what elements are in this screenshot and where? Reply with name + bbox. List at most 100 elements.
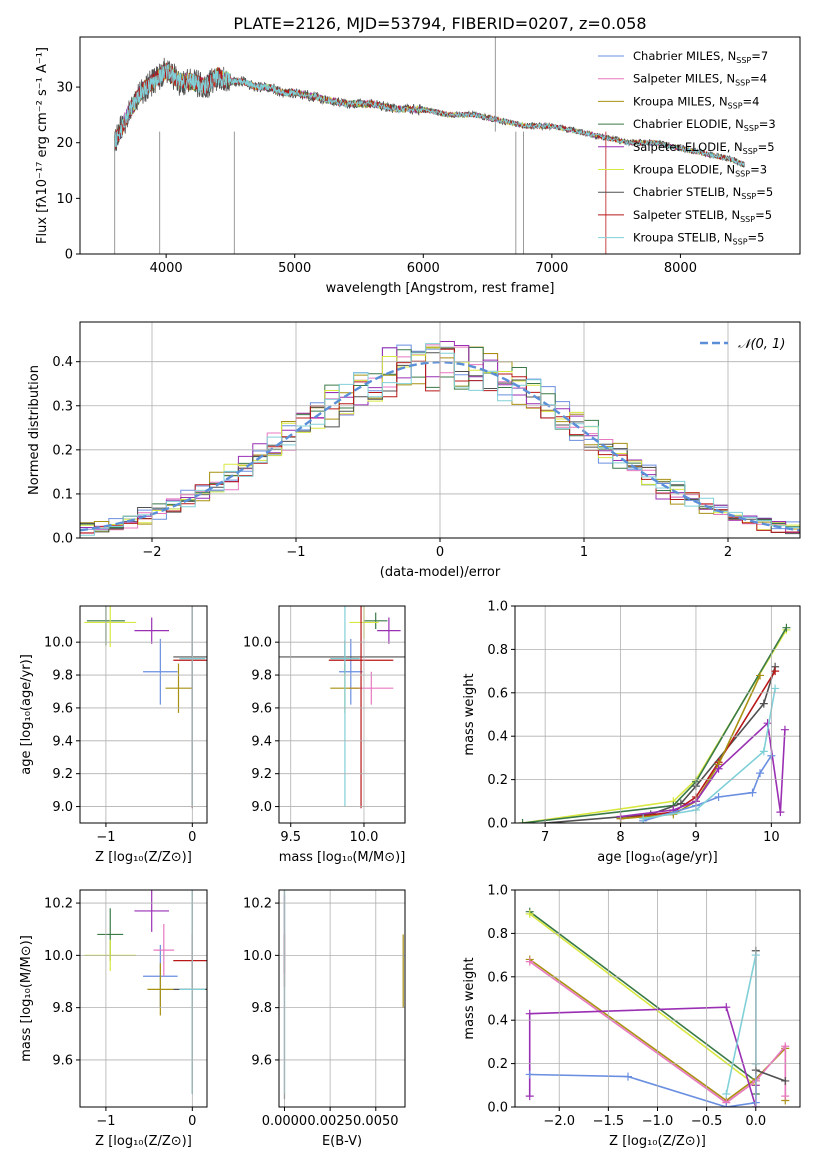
y-tick-label: 9.2 [52, 767, 73, 782]
legend-label-sub: SSP [741, 192, 756, 201]
legend-label-sub: SSP [733, 238, 748, 247]
series-line [522, 627, 788, 823]
series-marker [518, 819, 527, 823]
x-tick-label: 0 [436, 545, 444, 560]
plot-area [518, 623, 791, 823]
x-tick-label: −1 [96, 1114, 115, 1129]
series-marker [525, 957, 534, 966]
series-marker [525, 1092, 534, 1101]
y-tick-label: 0.4 [487, 730, 508, 745]
x-tick-label: 5000 [278, 261, 311, 276]
series-marker [776, 808, 785, 817]
x-tick-label: −2 [142, 545, 161, 560]
x-axis-label: Z [log₁₀(Z/Z⊙)] [609, 1134, 706, 1149]
legend-label-text: Salpeter ELODIE, N [633, 140, 743, 154]
x-tick-label: −1 [286, 545, 305, 560]
axes-frame [79, 36, 801, 255]
series-marker [722, 1089, 731, 1098]
series-marker [782, 623, 791, 632]
x-axis-label: age [log₁₀(age/yr)] [597, 850, 718, 865]
y-tick-label: 9.2 [251, 767, 272, 782]
y-tick-label: 0.4 [52, 355, 73, 370]
y-tick-label: 9.8 [52, 1001, 73, 1016]
x-tick-label: −2.0 [543, 1114, 575, 1129]
legend-label-suffix: =5 [748, 231, 765, 245]
y-tick-label: 9.8 [52, 669, 73, 684]
axes-frame [514, 605, 801, 824]
legend-label-sub: SSP [740, 215, 755, 224]
x-tick-label: 7000 [535, 261, 568, 276]
y-tick-label: 10 [56, 192, 73, 207]
x-tick-label: −1.5 [593, 1114, 625, 1129]
series-marker [781, 1042, 790, 1051]
x-tick-label: 10 [763, 830, 780, 845]
y-axis-label: mass [log₁₀(M/M⊙)] [19, 935, 34, 1062]
axes-frame [514, 889, 801, 1108]
legend-label: Kroupa ELODIE, NSSP=3 [633, 163, 767, 179]
legend-label: Chabrier ELODIE, NSSP=3 [633, 117, 776, 133]
x-tick-label: 0 [188, 1114, 196, 1129]
y-axis-label: mass weight [462, 673, 477, 755]
y-tick-label: 0.2 [52, 443, 73, 458]
x-tick-label: −1.0 [642, 1114, 674, 1129]
axes-frame [79, 321, 801, 539]
y-tick-label: 10.0 [44, 636, 73, 651]
y-tick-label: 9.0 [52, 800, 73, 815]
y-tick-label: 9.8 [251, 1001, 272, 1016]
y-tick-label: 0.1 [52, 487, 73, 502]
series-marker [525, 1009, 534, 1018]
y-tick-label: 10.2 [243, 897, 272, 912]
legend-label: Chabrier STELIB, NSSP=5 [633, 185, 773, 201]
series-marker [714, 792, 723, 801]
axes-frame [79, 889, 208, 1108]
series-marker [714, 764, 723, 773]
panel-age_vs_Z: −1 0 9.0 9.2 9.4 9.6 9.8 10.0 Z [log₁₀(Z/Z⊙)] age… [19, 605, 208, 865]
y-tick-label: 0.8 [487, 927, 508, 942]
panel-spectrum: 4000 5000 6000 7000 8000 0 10 20 30 wavelength [A… [35, 36, 801, 296]
y-tick-label: 9.6 [52, 701, 73, 716]
panel-mass_vs_EBV: 0.0000 0.0025 0.0050 9.6 9.8 10.0 10.2 E(B-V) [243, 889, 406, 1149]
legend-label-text: Kroupa MILES, N [633, 94, 728, 108]
legend-label-text: Salpeter STELIB, N [633, 208, 740, 222]
series-marker [759, 747, 768, 756]
x-tick-label: 10.0 [350, 830, 379, 845]
y-tick-label: 0.2 [487, 773, 508, 788]
series-line [545, 666, 776, 823]
legend-label-suffix: =5 [756, 185, 773, 199]
legend-label-text: Kroupa ELODIE, N [633, 163, 735, 177]
legend-label: Kroupa STELIB, NSSP=5 [633, 231, 764, 247]
series-marker [624, 1072, 633, 1081]
series-marker [759, 699, 768, 708]
y-tick-label: 9.6 [251, 701, 272, 716]
y-axis-label: age [log₁₀(age/yr)] [19, 654, 34, 775]
figure-title: PLATE=2126, MJD=53794, FIBERID=0207, z=0… [233, 14, 646, 33]
legend-label: Chabrier MILES, NSSP=7 [633, 49, 768, 65]
x-tick-label: 9 [692, 830, 700, 845]
legend-label-sub: SSP [743, 147, 758, 156]
y-tick-label: 0.0 [487, 817, 508, 832]
legend-label: Kroupa MILES, NSSP=4 [633, 94, 759, 110]
legend-label: 𝒩(0, 1) [738, 337, 785, 352]
y-tick-label: 0.8 [487, 643, 508, 658]
y-tick-label: 9.4 [52, 734, 73, 749]
x-tick-label: 0.0025 [307, 1114, 353, 1129]
y-axis-label: mass weight [462, 957, 477, 1039]
panel-mass_vs_Z: −1 0 9.6 9.8 10.0 10.2 Z [log₁₀(Z/Z⊙)] mass [lo… [19, 889, 208, 1149]
y-tick-label: 0.0 [487, 1101, 508, 1116]
y-tick-label: 0.4 [487, 1014, 508, 1029]
legend-label-suffix: =4 [743, 94, 760, 108]
series-marker [781, 1076, 790, 1085]
y-tick-label: 0.6 [487, 686, 508, 701]
plot-area [114, 37, 745, 254]
legend-label-suffix: =4 [750, 72, 767, 86]
legend-label-text: Kroupa STELIB, N [633, 231, 733, 245]
axes-frame [278, 605, 406, 824]
y-tick-label: 10.2 [44, 897, 73, 912]
spectrum-line [114, 57, 745, 168]
panel-massweight_vs_Z: −2.0 −1.5 −1.0 −0.5 0.0 0.0 0.2 0.4 0.6 0.8 1.0 Z [… [462, 884, 801, 1149]
legend-label: Salpeter MILES, NSSP=4 [633, 72, 767, 88]
legend-label-sub: SSP [735, 79, 750, 88]
y-tick-label: 9.0 [251, 800, 272, 815]
legend: Chabrier MILES, NSSP=7 Salpeter MILES, NS… [598, 49, 776, 247]
